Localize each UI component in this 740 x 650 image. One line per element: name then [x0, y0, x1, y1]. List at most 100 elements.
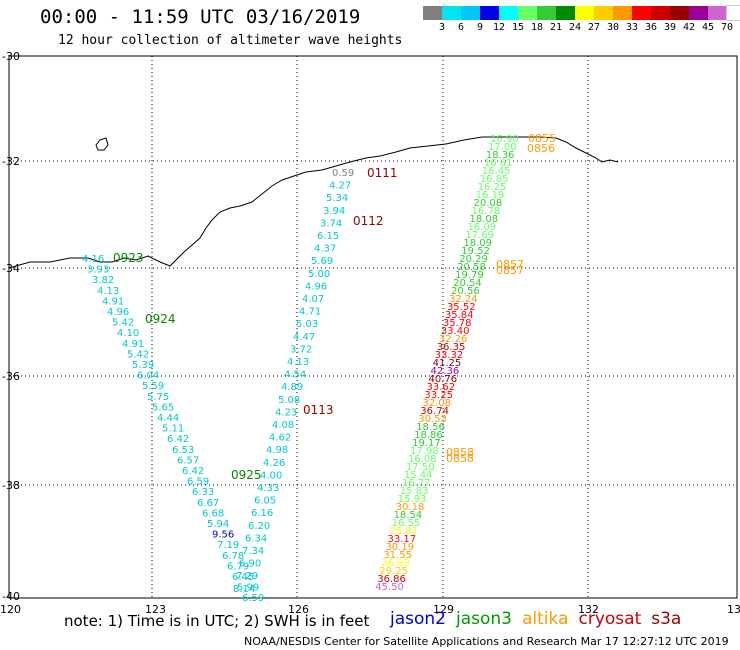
legend-swatch	[670, 6, 689, 20]
island	[95, 137, 109, 151]
swh-value-jason2: 3.74	[320, 218, 342, 229]
swh-value-jason3: 36.35	[437, 342, 466, 353]
satellite-legend-jason2: jason2	[390, 609, 446, 629]
swh-value-jason2: 6.33	[192, 487, 214, 498]
swh-value-jason2: 4.62	[269, 433, 291, 444]
swh-value-jason2: 5.75	[147, 392, 169, 403]
swh-value-jason3: 32.24	[449, 294, 478, 305]
time-label-altika: 0855	[528, 132, 556, 145]
swh-value-jason2: 3.93	[87, 265, 109, 276]
footnote: note: 1) Time is in UTC; 2) SWH is in fe…	[64, 612, 370, 630]
legend-label: 30	[606, 22, 620, 33]
swh-value-jason2: 7.19	[217, 540, 239, 551]
lon-tick-label: 126	[288, 603, 309, 616]
swh-value-jason2: 5.59	[142, 381, 164, 392]
swh-value-jason3: 16.55	[392, 518, 421, 529]
swh-value-jason2: 5.69	[311, 256, 333, 267]
swh-value-jason2: 5.08	[278, 395, 300, 406]
swh-value-jason2: 4.23	[275, 407, 297, 418]
legend-swatch	[480, 6, 499, 20]
swh-value-jason2: 0.59	[332, 168, 354, 179]
swh-value-jason2: 5.99	[237, 583, 259, 594]
swh-value-jason2: 4.37	[314, 244, 336, 255]
lat-tick-label: -30	[2, 50, 20, 63]
swh-value-jason2: 5.03	[296, 319, 318, 330]
swh-value-jason3: 35.84	[445, 310, 474, 321]
legend-label: 39	[663, 22, 677, 33]
swh-value-jason2: 4.13	[97, 286, 119, 297]
swh-value-jason3: 18.36	[486, 150, 515, 161]
swh-value-jason2: 7.34	[242, 546, 264, 557]
swh-value-jason3: 15.83	[400, 486, 429, 497]
time-label-jason3: 0924	[145, 312, 176, 326]
lon-tick-label: 129	[433, 603, 454, 616]
swh-value-jason3: 16.90	[490, 134, 519, 145]
swh-value-jason2: 5.11	[162, 424, 184, 435]
graticule	[9, 56, 737, 598]
legend-swatch	[556, 6, 575, 20]
legend-swatch	[461, 6, 480, 20]
legend-label: 12	[492, 22, 506, 33]
swh-value-jason2: 5.42	[112, 318, 134, 329]
lon-tick-label: 120	[0, 603, 21, 616]
swh-value-jason3: 30.19	[385, 542, 414, 553]
lat-tick-label: -38	[2, 479, 20, 492]
legend-swatch	[537, 6, 556, 20]
swh-value-jason2: 6.53	[172, 445, 194, 456]
swh-value-jason3: 35.52	[447, 302, 476, 313]
time-label-altika: 0857	[496, 258, 524, 271]
swh-value-jason2: 6.79	[227, 561, 249, 572]
swh-value-jason3: 19.79	[455, 270, 484, 281]
lat-tick-label: -32	[2, 155, 20, 168]
swh-value-jason2: 3.82	[92, 275, 114, 286]
swh-value-jason3: 33.40	[441, 326, 470, 337]
swh-value-jason2: 6.05	[254, 496, 276, 507]
swh-value-jason2: 4.10	[117, 328, 139, 339]
swh-value-jason2: 5.00	[308, 269, 330, 280]
satellite-legend: jason2 jason3 altika cryosat s3a	[390, 609, 691, 629]
swh-value-jason3: 16.25	[478, 182, 507, 193]
swh-value-jason2: 4.33	[257, 483, 279, 494]
swh-value-jason2: 9.56	[212, 530, 234, 541]
swh-value-jason2: 6.57	[177, 455, 199, 466]
satellite-legend-altika: altika	[522, 609, 569, 629]
swh-value-jason2: 4.47	[293, 332, 315, 343]
swh-value-jason2: 6.78	[222, 551, 244, 562]
swh-value-jason2: 6.34	[245, 533, 267, 544]
swh-value-jason3: 16.19	[476, 190, 505, 201]
swh-value-jason2: 4.16	[82, 254, 104, 265]
legend-label: 3	[438, 22, 446, 33]
legend-swatch	[726, 5, 740, 21]
swh-value-jason2: 6.59	[187, 477, 209, 488]
time-label-cryosat: 0112	[353, 214, 384, 228]
swh-value-jason3: 26.93	[381, 558, 410, 569]
legend-label: 45	[701, 22, 715, 33]
swh-value-jason2: 5.94	[207, 519, 229, 530]
lon-tick-label: 132	[578, 603, 599, 616]
time-label-altika: 0857	[496, 264, 524, 277]
swh-value-jason3: 16.77	[402, 478, 431, 489]
legend-label: 9	[476, 22, 484, 33]
swh-value-jason3: 15.44	[404, 470, 433, 481]
legend-swatch	[651, 6, 670, 20]
time-label-jason3: 0925	[231, 468, 262, 482]
swh-value-jason3: 18.08	[470, 214, 499, 225]
lat-tick-label: -34	[2, 262, 20, 275]
swh-value-jason3: 16.08	[408, 454, 437, 465]
swh-value-jason3: 30.18	[396, 502, 425, 513]
legend-label: 15	[511, 22, 525, 33]
lat-tick-label: -40	[2, 590, 20, 603]
swh-value-jason2: 6.67	[197, 498, 219, 509]
swh-value-jason3: 18.54	[394, 510, 423, 521]
swh-value-jason3: 35.78	[443, 318, 472, 329]
swh-value-jason2: 6.20	[248, 521, 270, 532]
swh-value-jason3: 17.69	[465, 230, 494, 241]
time-label-altika: 0856	[527, 142, 555, 155]
swh-value-jason2: 4.98	[266, 445, 288, 456]
swh-value-jason3: 32.08	[422, 398, 451, 409]
time-label-altika: 0858	[446, 452, 474, 465]
swh-value-jason2: 4.44	[157, 413, 179, 424]
